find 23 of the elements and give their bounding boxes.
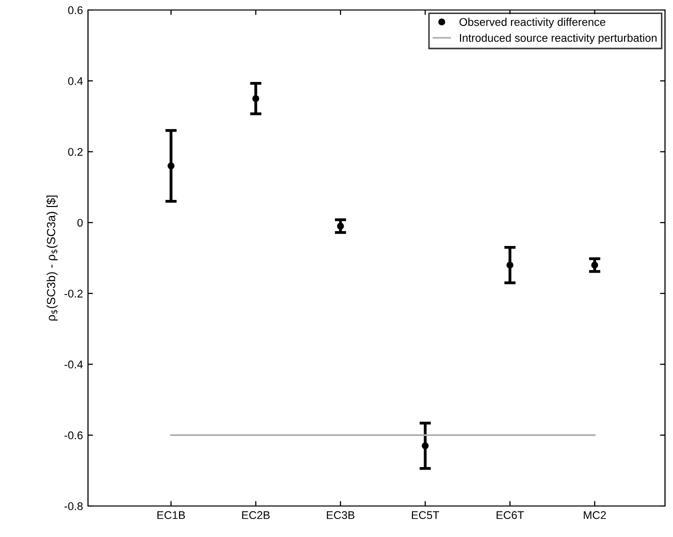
y-tick-label: 0 bbox=[77, 218, 83, 227]
point bbox=[422, 442, 429, 450]
y-axis-title: ρ$_{$}$(SC3b) - ρ$_{$}$(SC3a) [$] bbox=[46, 196, 58, 321]
legend-label: Introduced source reactivity perturbation bbox=[460, 34, 657, 44]
y-tick-label: -0.6 bbox=[64, 431, 83, 440]
point bbox=[506, 262, 514, 269]
point bbox=[168, 162, 175, 170]
y-tick-label: -0.8 bbox=[64, 502, 83, 510]
x-tick-label: EC5T bbox=[412, 511, 440, 520]
point bbox=[591, 262, 598, 269]
x-tick-label: EC1B bbox=[157, 511, 185, 520]
x-tick-label: EC2B bbox=[242, 511, 270, 520]
x-tick-label: MC2 bbox=[584, 511, 606, 520]
x-tick-label: EC3B bbox=[326, 511, 354, 520]
point bbox=[337, 222, 344, 230]
y-tick-label: 0.6 bbox=[68, 6, 83, 14]
x-tick-label: EC6T bbox=[496, 511, 524, 520]
y-tick-label: -0.4 bbox=[64, 360, 83, 368]
point bbox=[252, 95, 260, 102]
y-tick-label: -0.2 bbox=[64, 290, 83, 298]
y-tick-label: 0.2 bbox=[68, 148, 83, 156]
legend-label: Observed reactivity difference bbox=[460, 18, 606, 28]
y-tick-label: 0.4 bbox=[68, 77, 83, 85]
